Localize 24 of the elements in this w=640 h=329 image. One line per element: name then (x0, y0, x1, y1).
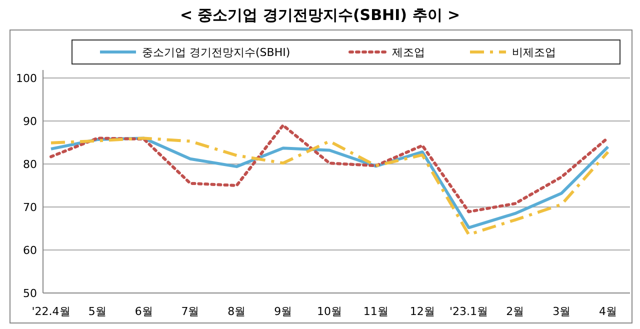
y-tick-label: 60 (23, 244, 37, 257)
y-tick-label: 100 (16, 72, 37, 85)
x-tick-label: 4월 (599, 305, 617, 318)
x-tick-label: 11월 (363, 305, 388, 318)
legend-label: 비제조업 (512, 46, 556, 59)
x-tick-label: 6월 (134, 305, 153, 318)
x-tick-label: 10월 (317, 305, 342, 318)
y-tick-label: 70 (23, 200, 37, 214)
legend-label: 중소기업 경기전망지수(SBHI) (142, 46, 290, 59)
line-series (50, 124, 610, 214)
x-tick-label: 8월 (228, 305, 246, 318)
x-tick-label: 3월 (552, 305, 571, 318)
x-tick-label: 12월 (410, 305, 435, 318)
x-tick-label: 2월 (506, 305, 524, 318)
x-tick-label: 5월 (88, 305, 106, 318)
x-tick-label: 7월 (181, 305, 200, 318)
y-tick-label: 90 (23, 114, 37, 128)
y-tick-label: 80 (23, 158, 37, 171)
chart-title: < 중소기업 경기전망지수(SBHI) 추이 > (180, 6, 460, 24)
x-tick-label: '23.1월 (449, 305, 488, 318)
x-tick-label: '22.4월 (32, 305, 70, 318)
legend-label: 제조업 (392, 46, 425, 59)
x-tick-label: 9월 (274, 305, 292, 318)
y-tick-label: 50 (23, 286, 37, 300)
